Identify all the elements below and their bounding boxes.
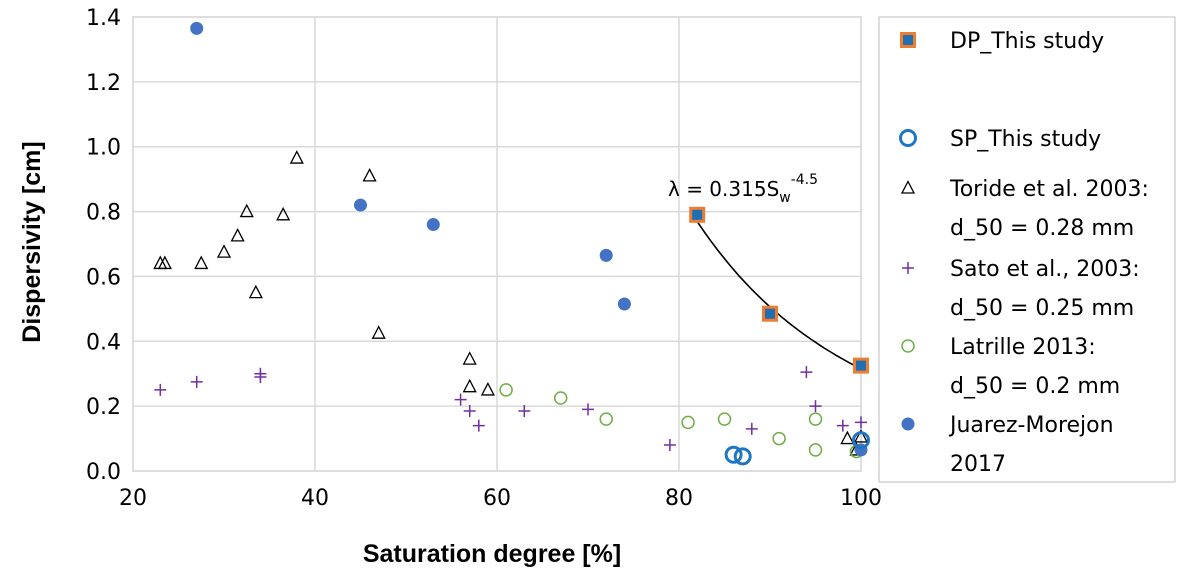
legend-label: 2017 [950, 452, 1006, 477]
marker-square-fill [856, 360, 866, 371]
data-point-series-2 [248, 284, 263, 299]
data-point-series-5 [599, 248, 613, 262]
data-point-series-0 [762, 305, 778, 322]
legend-marker-0 [900, 32, 916, 48]
data-point-series-3 [463, 405, 476, 418]
data-point-series-3 [663, 439, 676, 452]
data-point-series-2 [194, 255, 209, 270]
legend-label: Latrille 2013: [950, 335, 1096, 360]
data-point-series-1 [724, 445, 743, 464]
data-point-series-4 [772, 431, 786, 446]
data-point-series-2 [239, 203, 254, 218]
data-point-series-4 [499, 383, 513, 397]
data-point-series-5 [190, 21, 204, 35]
data-point-series-2 [480, 382, 495, 396]
legend-marker-3 [902, 262, 914, 274]
legend-marker-4 [901, 339, 915, 353]
x-tick-label: 60 [483, 486, 511, 511]
data-point-series-2 [462, 378, 477, 393]
data-point-series-3 [518, 405, 531, 418]
data-points [153, 21, 870, 466]
fit-curve-layer [696, 221, 862, 370]
legend-label: d_50 = 0.2 mm [950, 374, 1120, 399]
data-point-series-2 [362, 167, 377, 182]
fit-equation-subscript: w [779, 190, 790, 206]
data-point-series-5 [426, 218, 440, 232]
data-point-series-2 [230, 227, 245, 242]
data-point-series-3 [836, 419, 849, 432]
y-tick-label: 0.8 [86, 201, 121, 226]
data-point-series-3 [190, 375, 203, 388]
x-tick-label: 20 [119, 486, 147, 511]
y-tick-label: 1.2 [86, 71, 121, 96]
fit-curve [696, 221, 862, 370]
fit-equation-superscript: -4.5 [791, 172, 818, 188]
marker-square-fill [765, 308, 775, 319]
gridlines [132, 16, 862, 472]
y-tick-label: 1.0 [86, 136, 121, 161]
data-point-series-3 [454, 393, 467, 406]
data-point-series-1 [733, 447, 752, 466]
data-point-series-2 [371, 325, 386, 339]
data-point-series-2 [462, 351, 477, 365]
y-axis-title: Dispersivity [cm] [18, 141, 46, 342]
data-point-series-4 [808, 443, 823, 457]
x-tick-label: 80 [665, 486, 693, 511]
data-point-series-5 [617, 297, 631, 311]
data-point-series-4 [553, 391, 568, 405]
x-tick-label: 100 [840, 486, 882, 511]
data-point-series-3 [472, 419, 485, 432]
x-axis-title: Saturation degree [%] [363, 540, 621, 568]
fit-equation-prefix: λ = 0.315S [668, 177, 779, 201]
data-point-series-3 [800, 366, 813, 379]
data-point-series-0 [853, 357, 869, 374]
data-point-series-0 [689, 206, 706, 223]
fit-equation-annotation: λ = 0.315Sw-4.5 [668, 172, 818, 206]
data-point-series-1 [852, 431, 870, 450]
legend-label: DP_This study [950, 29, 1104, 54]
legend-marker-5 [901, 417, 915, 431]
legend: DP_This study SP_This study Toride et al. … [899, 29, 1149, 477]
legend-marker-2 [900, 180, 916, 194]
y-tick-label: 1.4 [86, 6, 121, 31]
legend-marker-1 [899, 129, 917, 147]
data-point-series-4 [599, 412, 613, 426]
data-point-series-2 [289, 150, 304, 164]
data-point-series-2 [157, 255, 172, 270]
tick-labels: 20 40 60 80 100 0.0 0.2 0.4 0.6 0.8 1.0 1.2 1.4 [86, 6, 882, 511]
marker-square-fill [692, 209, 703, 220]
data-point-series-3 [809, 400, 822, 413]
y-tick-label: 0.2 [86, 395, 121, 420]
data-point-series-2 [276, 206, 291, 221]
data-point-series-3 [154, 383, 167, 396]
data-point-series-3 [254, 370, 267, 383]
legend-label: Sato et al., 2003: [950, 257, 1140, 282]
data-point-series-3 [745, 422, 758, 435]
legend-label: d_50 = 0.28 mm [950, 216, 1134, 241]
data-point-series-5 [354, 198, 367, 212]
data-point-series-3 [582, 403, 594, 416]
legend-label: SP_This study [950, 127, 1101, 152]
y-tick-label: 0.6 [86, 265, 121, 290]
data-point-series-4 [717, 412, 732, 426]
data-point-series-2 [840, 430, 855, 445]
y-tick-label: 0.0 [86, 460, 121, 485]
data-point-series-3 [855, 416, 867, 429]
marker-square-fill [903, 35, 913, 45]
plot-area-border [132, 16, 862, 472]
data-point-series-2 [216, 244, 232, 258]
legend-label: Juarez-Morejon [948, 413, 1114, 438]
plot-frame [132, 16, 862, 472]
data-point-series-2 [853, 429, 869, 443]
y-tick-label: 0.4 [86, 330, 121, 355]
legend-label: d_50 = 0.25 mm [950, 296, 1134, 321]
legend-label: Toride et al. 2003: [949, 177, 1149, 202]
legend-frame [878, 16, 1176, 483]
data-point-series-4 [681, 415, 695, 430]
data-point-series-4 [808, 412, 823, 426]
x-tick-label: 40 [301, 486, 329, 511]
